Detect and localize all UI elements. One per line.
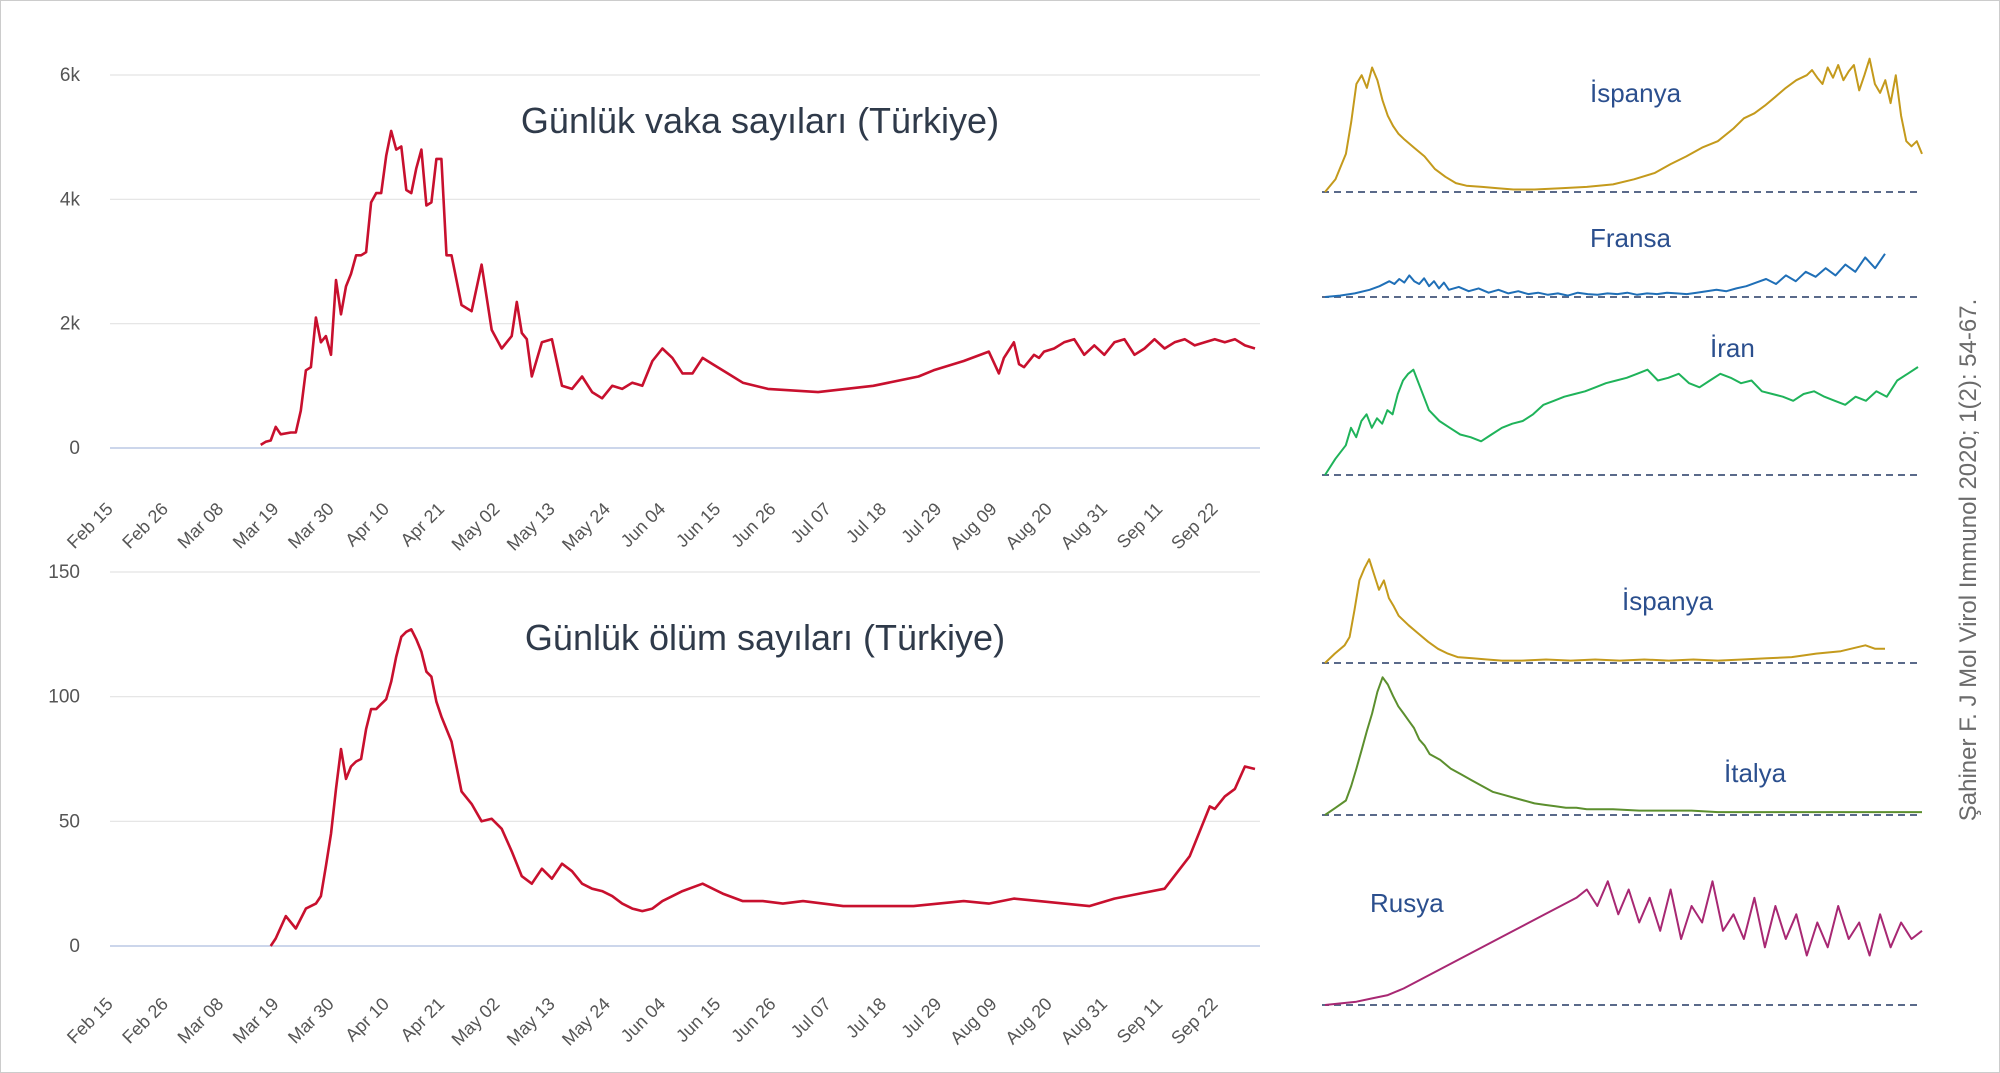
deaths-x-tick-label: May 02: [448, 994, 504, 1050]
deaths-x-tick-label: Feb 15: [63, 994, 117, 1048]
deaths-series-line: [269, 628, 1256, 947]
mini-chart-3: İran: [1322, 333, 1922, 476]
cases-x-tick-label: Aug 31: [1057, 499, 1111, 553]
deaths-chart-title: Günlük ölüm sayıları (Türkiye): [525, 617, 1005, 658]
deaths-x-tick-label: May 24: [558, 994, 614, 1050]
mini-series-line: [1324, 558, 1885, 664]
deaths-x-tick-label: Aug 31: [1057, 994, 1111, 1048]
deaths-x-tick-label: Jun 04: [617, 994, 669, 1046]
cases-x-tick-label: Jun 15: [672, 499, 724, 551]
deaths-y-tick-label: 100: [48, 687, 80, 708]
deaths-x-tick-label: Aug 09: [946, 994, 1000, 1048]
mini-series-line: [1324, 676, 1922, 816]
deaths-x-tick-label: Jul 07: [787, 994, 835, 1042]
mini-chart-4: İspanya: [1322, 558, 1922, 664]
cases-series-line: [260, 129, 1256, 447]
mini-series-line: [1324, 253, 1886, 298]
mini-series-line: [1324, 366, 1919, 476]
deaths-x-tick-label: Feb 26: [118, 994, 172, 1048]
cases-x-tick-label: Jun 26: [727, 499, 779, 551]
mini-chart-1: İspanya: [1322, 57, 1923, 193]
cases-chart-title: Günlük vaka sayıları (Türkiye): [521, 100, 999, 141]
mini-series-line: [1324, 57, 1923, 193]
mini-chart-2: Fransa: [1322, 223, 1922, 298]
mini-series-line: [1324, 880, 1923, 1006]
deaths-x-tick-label: Jun 26: [727, 994, 779, 1046]
mini-chart-6: Rusya: [1322, 880, 1923, 1006]
deaths-x-tick-label: Sep 22: [1167, 994, 1221, 1048]
cases-x-tick-label: May 13: [503, 499, 559, 555]
deaths-x-tick-label: Mar 19: [229, 994, 283, 1048]
cases-x-tick-label: Jul 29: [897, 499, 945, 547]
country-label: İtalya: [1724, 758, 1787, 788]
country-label: Fransa: [1590, 223, 1671, 253]
cases-x-axis: Feb 15 Feb 26 Mar 08 Mar 19 Mar 30 Apr 10 Apr …: [63, 499, 1222, 555]
cases-x-tick-label: Aug 20: [1001, 499, 1055, 553]
citation-text: Şahiner F. J Mol Virol Immunol 2020; 1(2…: [1955, 299, 1982, 821]
deaths-x-tick-label: Apr 21: [397, 994, 449, 1046]
country-label: Rusya: [1370, 888, 1444, 918]
cases-x-tick-label: Jun 04: [617, 499, 669, 551]
deaths-x-tick-label: Jul 29: [897, 994, 945, 1042]
deaths-gridlines: [110, 571, 1260, 947]
deaths-y-tick-label: 0: [69, 936, 80, 957]
country-mini-charts: İspanya Fransa İran İspanya İtalya Rusya: [1322, 57, 1923, 1006]
cases-y-tick-label: 6k: [60, 65, 81, 86]
cases-y-tick-label: 4k: [60, 189, 81, 210]
country-label: İran: [1710, 333, 1755, 363]
cases-y-tick-label: 2k: [60, 314, 81, 335]
cases-y-tick-label: 0: [69, 438, 80, 459]
deaths-y-axis: 0 50 100 150: [48, 562, 80, 957]
deaths-x-tick-label: Jun 15: [672, 994, 724, 1046]
deaths-x-axis: Feb 15 Feb 26 Mar 08 Mar 19 Mar 30 Apr 10 Apr …: [63, 994, 1222, 1050]
cases-x-tick-label: Mar 08: [174, 499, 228, 553]
cases-x-tick-label: Sep 11: [1113, 499, 1167, 553]
deaths-x-tick-label: May 13: [503, 994, 559, 1050]
deaths-y-tick-label: 150: [48, 562, 80, 583]
cases-x-tick-label: May 02: [448, 499, 504, 555]
deaths-x-tick-label: Jul 18: [842, 994, 890, 1042]
daily-deaths-turkey-chart: 0 50 100 150 Feb 15 Feb 26 Mar 08 Mar 19 Mar 30…: [48, 562, 1260, 1050]
cases-x-tick-label: Apr 10: [341, 499, 393, 551]
deaths-x-tick-label: Mar 30: [284, 994, 338, 1048]
cases-x-tick-label: Mar 30: [284, 499, 338, 553]
cases-x-tick-label: Mar 19: [229, 499, 283, 553]
cases-x-tick-label: Aug 09: [946, 499, 1000, 553]
cases-gridlines: [110, 74, 1260, 449]
cases-x-tick-label: Feb 26: [118, 499, 172, 553]
cases-x-tick-label: Apr 21: [397, 499, 449, 551]
mini-chart-5: İtalya: [1322, 676, 1922, 816]
deaths-x-tick-label: Mar 08: [174, 994, 228, 1048]
cases-x-tick-label: Feb 15: [63, 499, 117, 553]
cases-x-tick-label: Jul 18: [842, 499, 890, 547]
cases-y-axis: 0 2k 4k 6k: [60, 65, 81, 459]
deaths-y-tick-label: 50: [59, 811, 80, 832]
deaths-x-tick-label: Sep 11: [1113, 994, 1167, 1048]
cases-x-tick-label: May 24: [558, 499, 614, 555]
country-label: İspanya: [1590, 78, 1682, 108]
cases-x-tick-label: Sep 22: [1167, 499, 1221, 553]
deaths-x-tick-label: Aug 20: [1001, 994, 1055, 1048]
country-label: İspanya: [1622, 586, 1714, 616]
cases-x-tick-label: Jul 07: [787, 499, 835, 547]
deaths-x-tick-label: Apr 10: [341, 994, 393, 1046]
